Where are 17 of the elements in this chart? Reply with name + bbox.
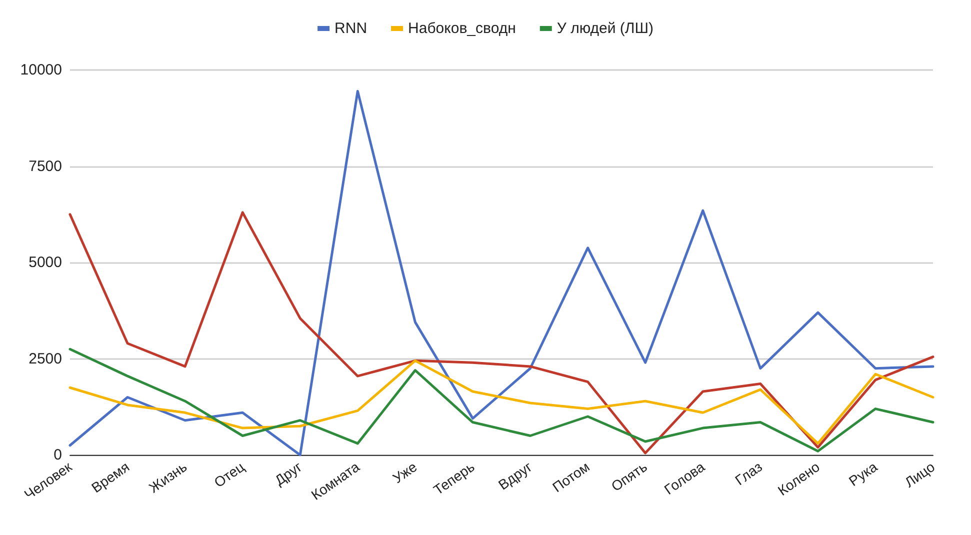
y-tick-label: 5000 <box>28 254 62 271</box>
legend-label: RNN <box>334 20 368 37</box>
x-tick-label: Отец <box>211 458 248 490</box>
line-series <box>68 90 934 456</box>
x-tick-label: Рука <box>846 458 880 490</box>
x-tick-label: Уже <box>390 458 420 486</box>
y-tick-label: 10000 <box>20 62 62 78</box>
y-tick-label: 0 <box>54 446 62 464</box>
line-series <box>68 348 934 452</box>
y-tick-label: 7500 <box>28 158 62 175</box>
x-tick-label: Глаз <box>732 458 765 488</box>
legend-label: У людей (ЛШ) <box>556 20 654 37</box>
line-series <box>68 211 934 454</box>
y-tick-label: 2500 <box>28 350 62 368</box>
line-series <box>68 359 934 445</box>
legend-label: Набоков_сводн <box>408 20 516 37</box>
x-tick-label: Лицо <box>902 458 938 490</box>
